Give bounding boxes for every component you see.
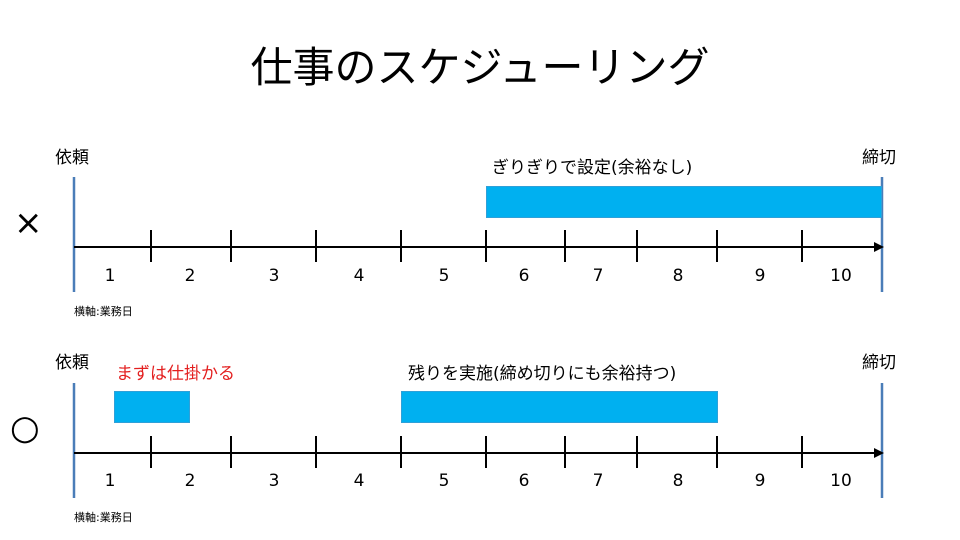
- schedule-bar: [486, 186, 882, 218]
- good-mark: ○: [10, 408, 40, 448]
- tick-label: 10: [830, 471, 852, 491]
- tick-label: 1: [104, 266, 116, 286]
- tick-label: 4: [353, 471, 365, 491]
- request-label: 依頼: [55, 148, 89, 168]
- tick-label: 8: [672, 471, 684, 491]
- tick-label: 3: [268, 266, 280, 286]
- tick-label: 9: [754, 266, 766, 286]
- initial-work-bar: [114, 391, 190, 423]
- tick-label: 7: [592, 266, 604, 286]
- deadline-label: 締切: [862, 148, 896, 168]
- tick-label: 5: [438, 471, 450, 491]
- task-label: ぎりぎりで設定(余裕なし): [492, 158, 693, 178]
- tick-label: 9: [754, 471, 766, 491]
- x-axis-caption: 横軸:業務日: [74, 305, 133, 318]
- tick-label: 8: [672, 266, 684, 286]
- tick-label: 6: [518, 471, 530, 491]
- task-label: 残りを実施(締め切りにも余裕持つ): [408, 364, 677, 384]
- request-label: 依頼: [55, 353, 89, 373]
- tick-label: 4: [353, 266, 365, 286]
- tick-label: 10: [830, 266, 852, 286]
- tick-label: 3: [268, 471, 280, 491]
- axis-arrow-head: [874, 448, 884, 458]
- tick-label: 6: [518, 266, 530, 286]
- tick-label: 2: [184, 266, 196, 286]
- axis-arrow-head: [874, 242, 884, 252]
- tick-label: 1: [104, 471, 116, 491]
- bad-mark: ×: [14, 203, 43, 243]
- schedule-bar: [401, 391, 718, 423]
- x-axis-caption: 横軸:業務日: [74, 511, 133, 524]
- tick-label: 7: [592, 471, 604, 491]
- deadline-label: 締切: [862, 353, 896, 373]
- tick-label: 5: [438, 266, 450, 286]
- page-title: 仕事のスケジューリング: [250, 43, 710, 92]
- start-early-label: まずは仕掛かる: [116, 364, 235, 384]
- tick-label: 2: [184, 471, 196, 491]
